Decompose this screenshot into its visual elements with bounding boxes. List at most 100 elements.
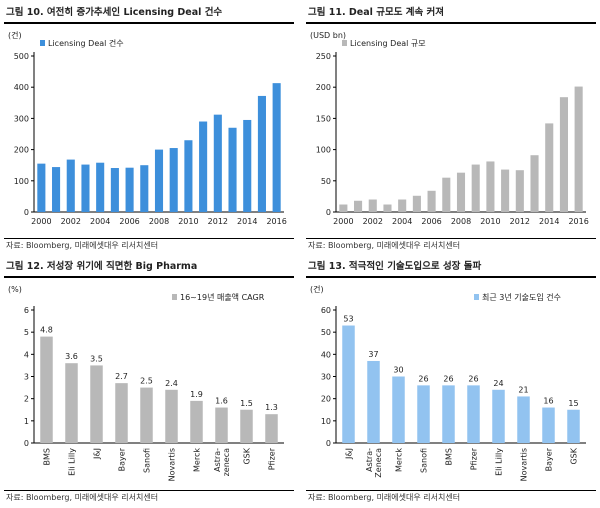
x-tick-label-line: Sanofi xyxy=(143,448,152,473)
y-tick-label: 30 xyxy=(321,373,331,382)
x-tick-label: 2004 xyxy=(392,217,412,226)
bar xyxy=(140,165,149,212)
x-tick-label: 2008 xyxy=(451,217,471,226)
x-tick-label: 2010 xyxy=(480,217,500,226)
x-tick-label-line: Sanofi xyxy=(420,448,429,473)
y-tick-label: 100 xyxy=(316,146,331,155)
bar xyxy=(567,409,580,443)
panel-licensing-count: 그림 10. 여전히 증가추세인 Licensing Deal 건수 (건) 0 1… xyxy=(4,4,294,250)
bar xyxy=(392,376,405,443)
y-tick-label: 0 xyxy=(326,208,331,217)
bar xyxy=(125,167,134,212)
legend-swatch xyxy=(172,294,177,300)
data-label: 3.5 xyxy=(90,354,103,363)
x-tick-label: 2016 xyxy=(266,217,286,226)
bar xyxy=(115,383,128,443)
data-label: 1.3 xyxy=(265,403,278,412)
x-tick-label-line: Bayer xyxy=(118,447,127,471)
x-tick-label: BMS xyxy=(43,448,52,465)
divider xyxy=(4,238,294,239)
x-tick-label: Sanofi xyxy=(420,448,429,473)
data-label: 15 xyxy=(568,399,578,408)
bar xyxy=(265,414,278,443)
x-tick-label: Merck xyxy=(395,448,404,472)
bar xyxy=(545,123,554,212)
x-tick-label: Pfizer xyxy=(268,447,277,470)
bar xyxy=(559,97,568,212)
data-label: 1.9 xyxy=(190,390,203,399)
x-tick-label: 2006 xyxy=(421,217,441,226)
x-tick-label: Bayer xyxy=(118,447,127,471)
unit-label: (건) xyxy=(310,284,324,294)
bar xyxy=(492,389,505,443)
y-tick-label: 1 xyxy=(24,417,29,426)
x-tick-label-line: Novartis xyxy=(520,448,529,481)
y-tick-label: 40 xyxy=(321,350,331,359)
y-tick-label: 10 xyxy=(321,417,331,426)
panel-pharma-cagr: 그림 12. 저성장 위기에 직면한 Big Pharma (%) 0 1 2 3 4 5 6… xyxy=(4,258,294,502)
bar xyxy=(228,127,237,212)
x-tick-label-line: Novartis xyxy=(168,448,177,481)
x-tick-label: 2014 xyxy=(237,217,257,226)
bar xyxy=(515,170,524,212)
bar xyxy=(368,199,377,212)
chart-deal-size: (USD bn) 0 50 100 150 200 250 2000 2002 2004 2006 2… xyxy=(310,31,589,226)
bar xyxy=(52,167,61,212)
x-tick-label-line: Pfizer xyxy=(268,447,277,470)
y-tick-label: 150 xyxy=(316,114,331,123)
y-tick-label: 200 xyxy=(14,146,29,155)
chart-title: 그림 13. 적극적인 기술도입으로 성장 돌파 xyxy=(306,258,596,278)
bar xyxy=(412,195,421,212)
bar xyxy=(140,387,153,443)
y-tick-label: 50 xyxy=(321,328,331,337)
panel-deal-size: 그림 11. Deal 규모도 계속 커져 (USD bn) 0 50 100 150 2… xyxy=(306,4,596,250)
x-tick-label: GSK xyxy=(243,447,252,464)
x-tick-label: 2008 xyxy=(149,217,169,226)
data-label: 26 xyxy=(418,374,428,383)
y-tick-label: 500 xyxy=(14,52,29,61)
x-tick-label: GSK xyxy=(570,447,579,464)
y-tick-label: 100 xyxy=(14,177,29,186)
bar xyxy=(486,161,495,212)
bar xyxy=(339,204,348,212)
x-tick-label-line: BMS xyxy=(43,448,52,465)
x-tick-label-line: Zeneca xyxy=(374,448,383,478)
x-tick-label-line: Pfizer xyxy=(470,447,479,470)
chart-title: 그림 11. Deal 규모도 계속 커져 xyxy=(306,4,596,24)
x-tick-label: 2010 xyxy=(178,217,198,226)
x-tick-label: Bayer xyxy=(545,447,554,471)
x-tick-label-line: Astra- xyxy=(365,448,374,472)
source-note: 자료: Bloomberg, 미래에셋대우 리서치센터 xyxy=(6,493,159,502)
data-label: 2.5 xyxy=(140,377,153,386)
source-note: 자료: Bloomberg, 미래에셋대우 리서치센터 xyxy=(6,241,159,250)
divider xyxy=(306,238,596,239)
x-tick-label: 2006 xyxy=(119,217,139,226)
bar xyxy=(342,325,355,443)
x-tick-label-line: Bayer xyxy=(545,447,554,471)
y-tick-label: 6 xyxy=(24,306,29,315)
y-tick-label: 300 xyxy=(14,114,29,123)
bar xyxy=(501,169,510,212)
y-tick-label: 2 xyxy=(24,395,29,404)
x-tick-label-line: GSK xyxy=(243,447,252,464)
x-tick-label-line: Merck xyxy=(395,448,404,472)
x-tick-label: 2004 xyxy=(90,217,110,226)
bar xyxy=(40,336,53,443)
x-tick-label: BMS xyxy=(445,448,454,465)
data-label: 24 xyxy=(493,379,503,388)
unit-label: (%) xyxy=(8,285,22,294)
x-tick-label: J&J xyxy=(93,448,102,460)
bar xyxy=(240,409,253,443)
x-tick-label-line: Eli Lilly xyxy=(68,448,77,476)
bar xyxy=(215,407,228,443)
bar xyxy=(165,389,178,443)
x-tick-label: Novartis xyxy=(520,448,529,481)
data-label: 53 xyxy=(343,315,353,324)
bar xyxy=(456,172,466,212)
y-tick-label: 60 xyxy=(321,306,331,315)
bar xyxy=(471,164,480,212)
bar xyxy=(169,148,178,212)
y-tick-label: 250 xyxy=(316,52,331,61)
y-tick-label: 0 xyxy=(24,208,29,217)
data-label: 21 xyxy=(518,385,528,394)
